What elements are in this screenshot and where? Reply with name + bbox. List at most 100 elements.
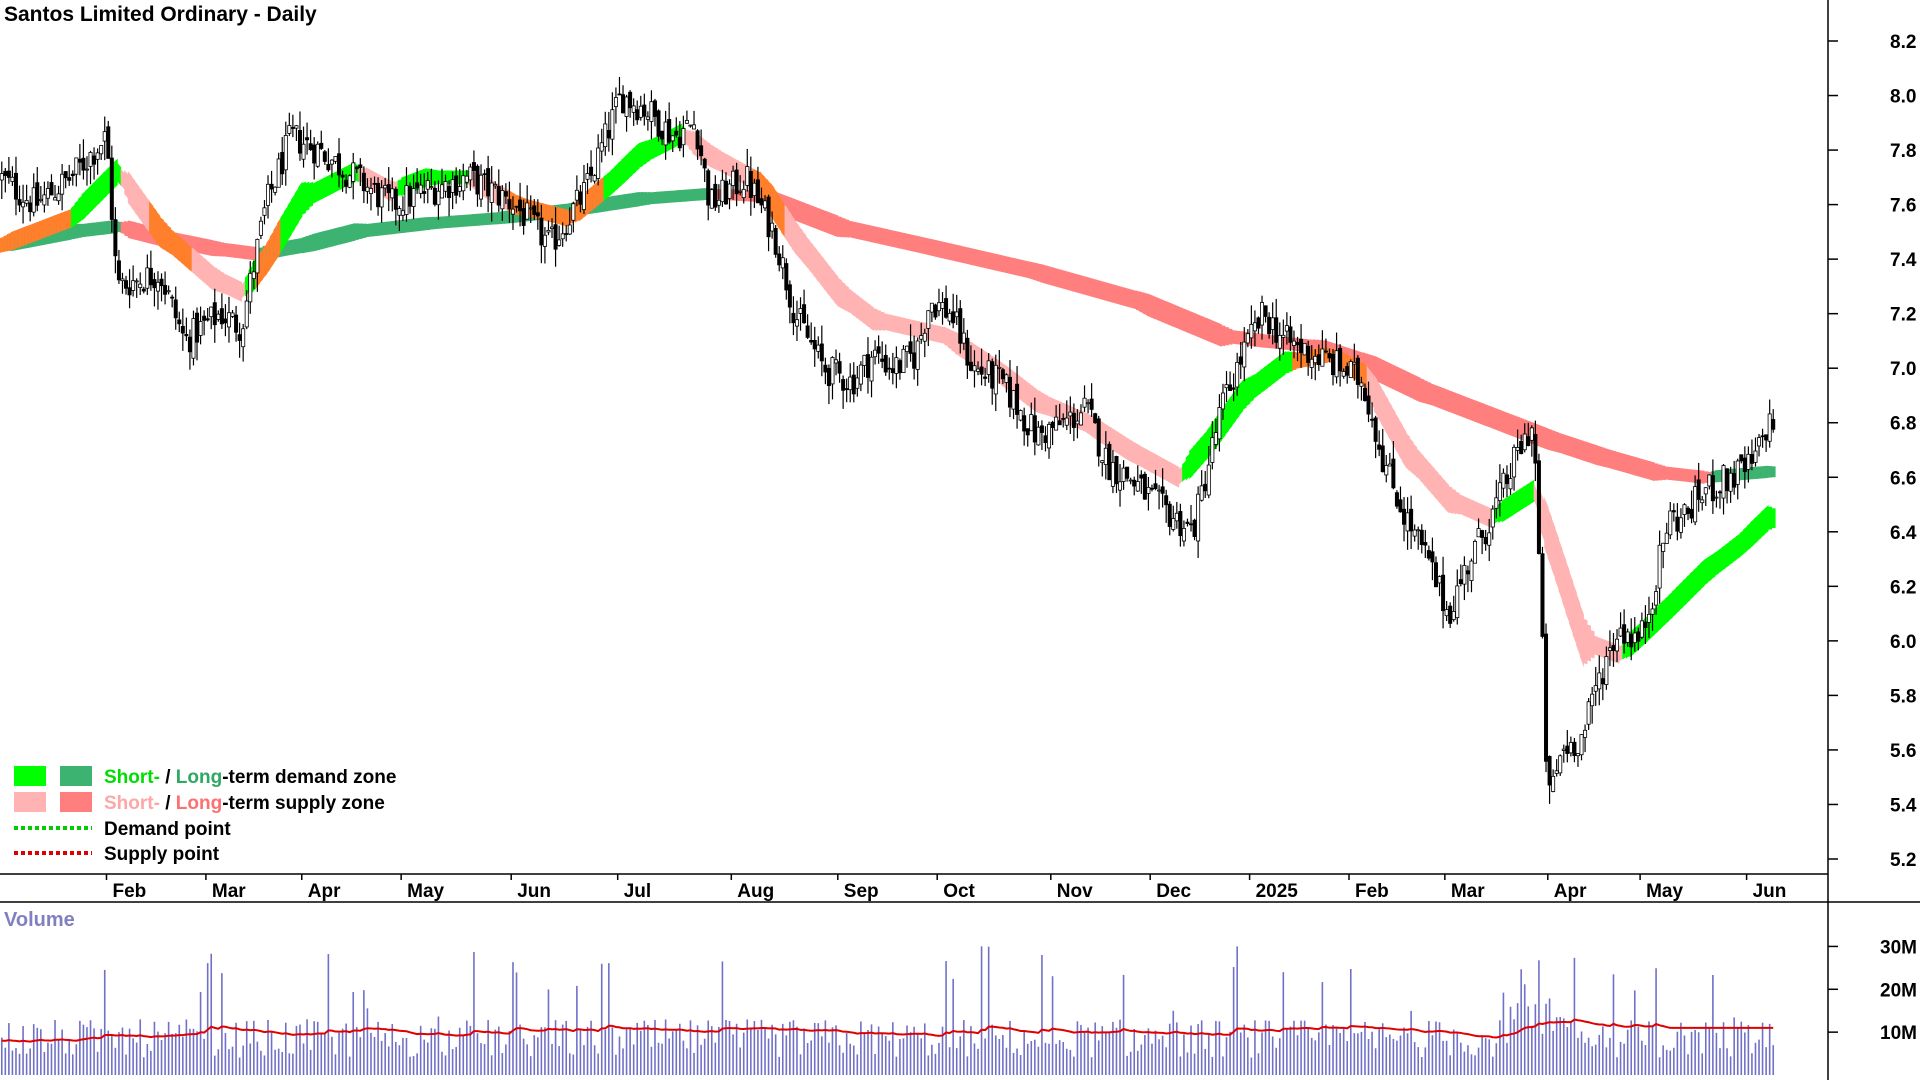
candle-body [326, 163, 331, 171]
long-term-zone-segment [294, 238, 299, 255]
candle-body [613, 97, 618, 107]
long-term-zone-segment [372, 222, 377, 237]
candle-body [1678, 517, 1683, 533]
candle-body [557, 239, 562, 246]
long-term-zone-segment [1373, 355, 1378, 382]
candle-body [1217, 407, 1222, 440]
short-term-zone-segment [1114, 430, 1119, 455]
candle-body [599, 142, 604, 152]
long-term-zone-segment [1096, 279, 1102, 300]
short-term-zone-segment [1459, 494, 1464, 516]
candle-body [986, 360, 991, 375]
candle-body [1267, 316, 1272, 335]
long-term-zone-segment [919, 236, 924, 254]
long-term-zone-segment [848, 220, 853, 238]
legend-supply-zone: Short- / Long-term supply zone [104, 793, 385, 814]
candle-body [1022, 415, 1027, 432]
short-term-zone-segment [1714, 550, 1719, 577]
candle-body [329, 159, 334, 165]
short-term-zone-segment [1451, 488, 1457, 515]
candle-body [397, 208, 402, 216]
short-term-zone-segment [1089, 414, 1094, 438]
candle-body [312, 144, 317, 164]
short-term-zone-segment [809, 240, 814, 276]
short-term-zone-segment [1203, 430, 1208, 463]
long-term-zone-segment [1569, 436, 1574, 458]
month-label: Nov [1057, 881, 1093, 902]
candle-body [1331, 353, 1336, 376]
short-term-zone-segment [63, 210, 69, 231]
candle-body [390, 188, 395, 199]
candle-body [1607, 647, 1612, 651]
candle-body [1707, 474, 1712, 487]
candle-body [748, 170, 753, 198]
long-term-zone-segment [312, 233, 317, 252]
long-term-zone-segment [1231, 330, 1236, 345]
candle-body [880, 358, 885, 362]
long-term-zone-segment [326, 229, 331, 248]
long-term-zone-segment [1565, 435, 1570, 457]
long-term-zone-segment [1054, 267, 1059, 288]
long-term-zone-segment [631, 192, 637, 208]
candle-body [1015, 383, 1020, 415]
candle-body [496, 186, 501, 206]
short-term-zone-segment [1409, 437, 1414, 475]
short-term-zone-segment [1466, 497, 1471, 519]
candle-body [1149, 487, 1154, 490]
short-term-zone-segment [1228, 394, 1233, 431]
long-term-zone-segment [1760, 466, 1765, 479]
short-term-zone-segment [1725, 541, 1730, 569]
long-term-zone-segment [333, 227, 338, 247]
candle-body [1675, 516, 1680, 532]
long-term-zone-segment [639, 192, 644, 207]
long-term-zone-segment [859, 222, 864, 241]
candle-body [1142, 473, 1147, 500]
candle-body [13, 172, 18, 200]
candle-body [1125, 466, 1130, 479]
short-term-zone-segment [401, 176, 406, 197]
candle-body [699, 145, 704, 157]
candle-body [674, 130, 679, 136]
short-term-zone-segment [1448, 486, 1453, 514]
candle-body [159, 278, 164, 287]
short-term-zone-segment [205, 259, 211, 288]
long-term-zone-segment [230, 243, 235, 258]
long-term-zone-segment [976, 249, 981, 267]
candle-body [297, 130, 302, 154]
candle-body [738, 191, 743, 193]
long-term-zone-segment [1260, 333, 1265, 348]
short-term-zone-segment [1370, 370, 1375, 410]
short-term-zone-segment [880, 311, 885, 331]
long-term-zone-segment [447, 215, 452, 229]
short-term-zone-segment [156, 211, 161, 248]
short-term-zone-segment [1732, 536, 1737, 563]
short-term-zone-segment [635, 142, 640, 172]
candle-body [940, 302, 945, 309]
long-term-zone-segment [986, 251, 992, 270]
price-tick-label: 6.6 [1890, 468, 1916, 489]
short-term-zone-segment [1664, 595, 1670, 625]
candle-body [763, 200, 768, 209]
long-term-zone-segment [1572, 437, 1577, 459]
long-term-zone-segment [461, 214, 466, 227]
long-term-zone-segment [404, 219, 409, 233]
short-term-zone-segment [71, 204, 76, 229]
short-term-zone-segment [177, 234, 182, 263]
candle-body [0, 173, 4, 181]
short-term-zone-segment [1420, 452, 1425, 485]
candle-body [1235, 362, 1240, 388]
candle-body [535, 212, 540, 217]
candle-body [1224, 384, 1229, 389]
short-term-zone-segment [1707, 554, 1712, 583]
short-term-zone-segment [575, 198, 580, 223]
short-term-zone-segment [1689, 570, 1694, 601]
candle-body [170, 296, 175, 299]
candle-body [709, 189, 714, 209]
candle-body [475, 165, 480, 195]
long-term-zone-segment [646, 192, 651, 205]
long-term-zone-segment [1714, 469, 1719, 483]
short-term-zone-segment [1231, 389, 1236, 426]
short-term-zone-segment [759, 170, 764, 201]
candle-body [1739, 454, 1744, 462]
candle-body [468, 166, 473, 181]
